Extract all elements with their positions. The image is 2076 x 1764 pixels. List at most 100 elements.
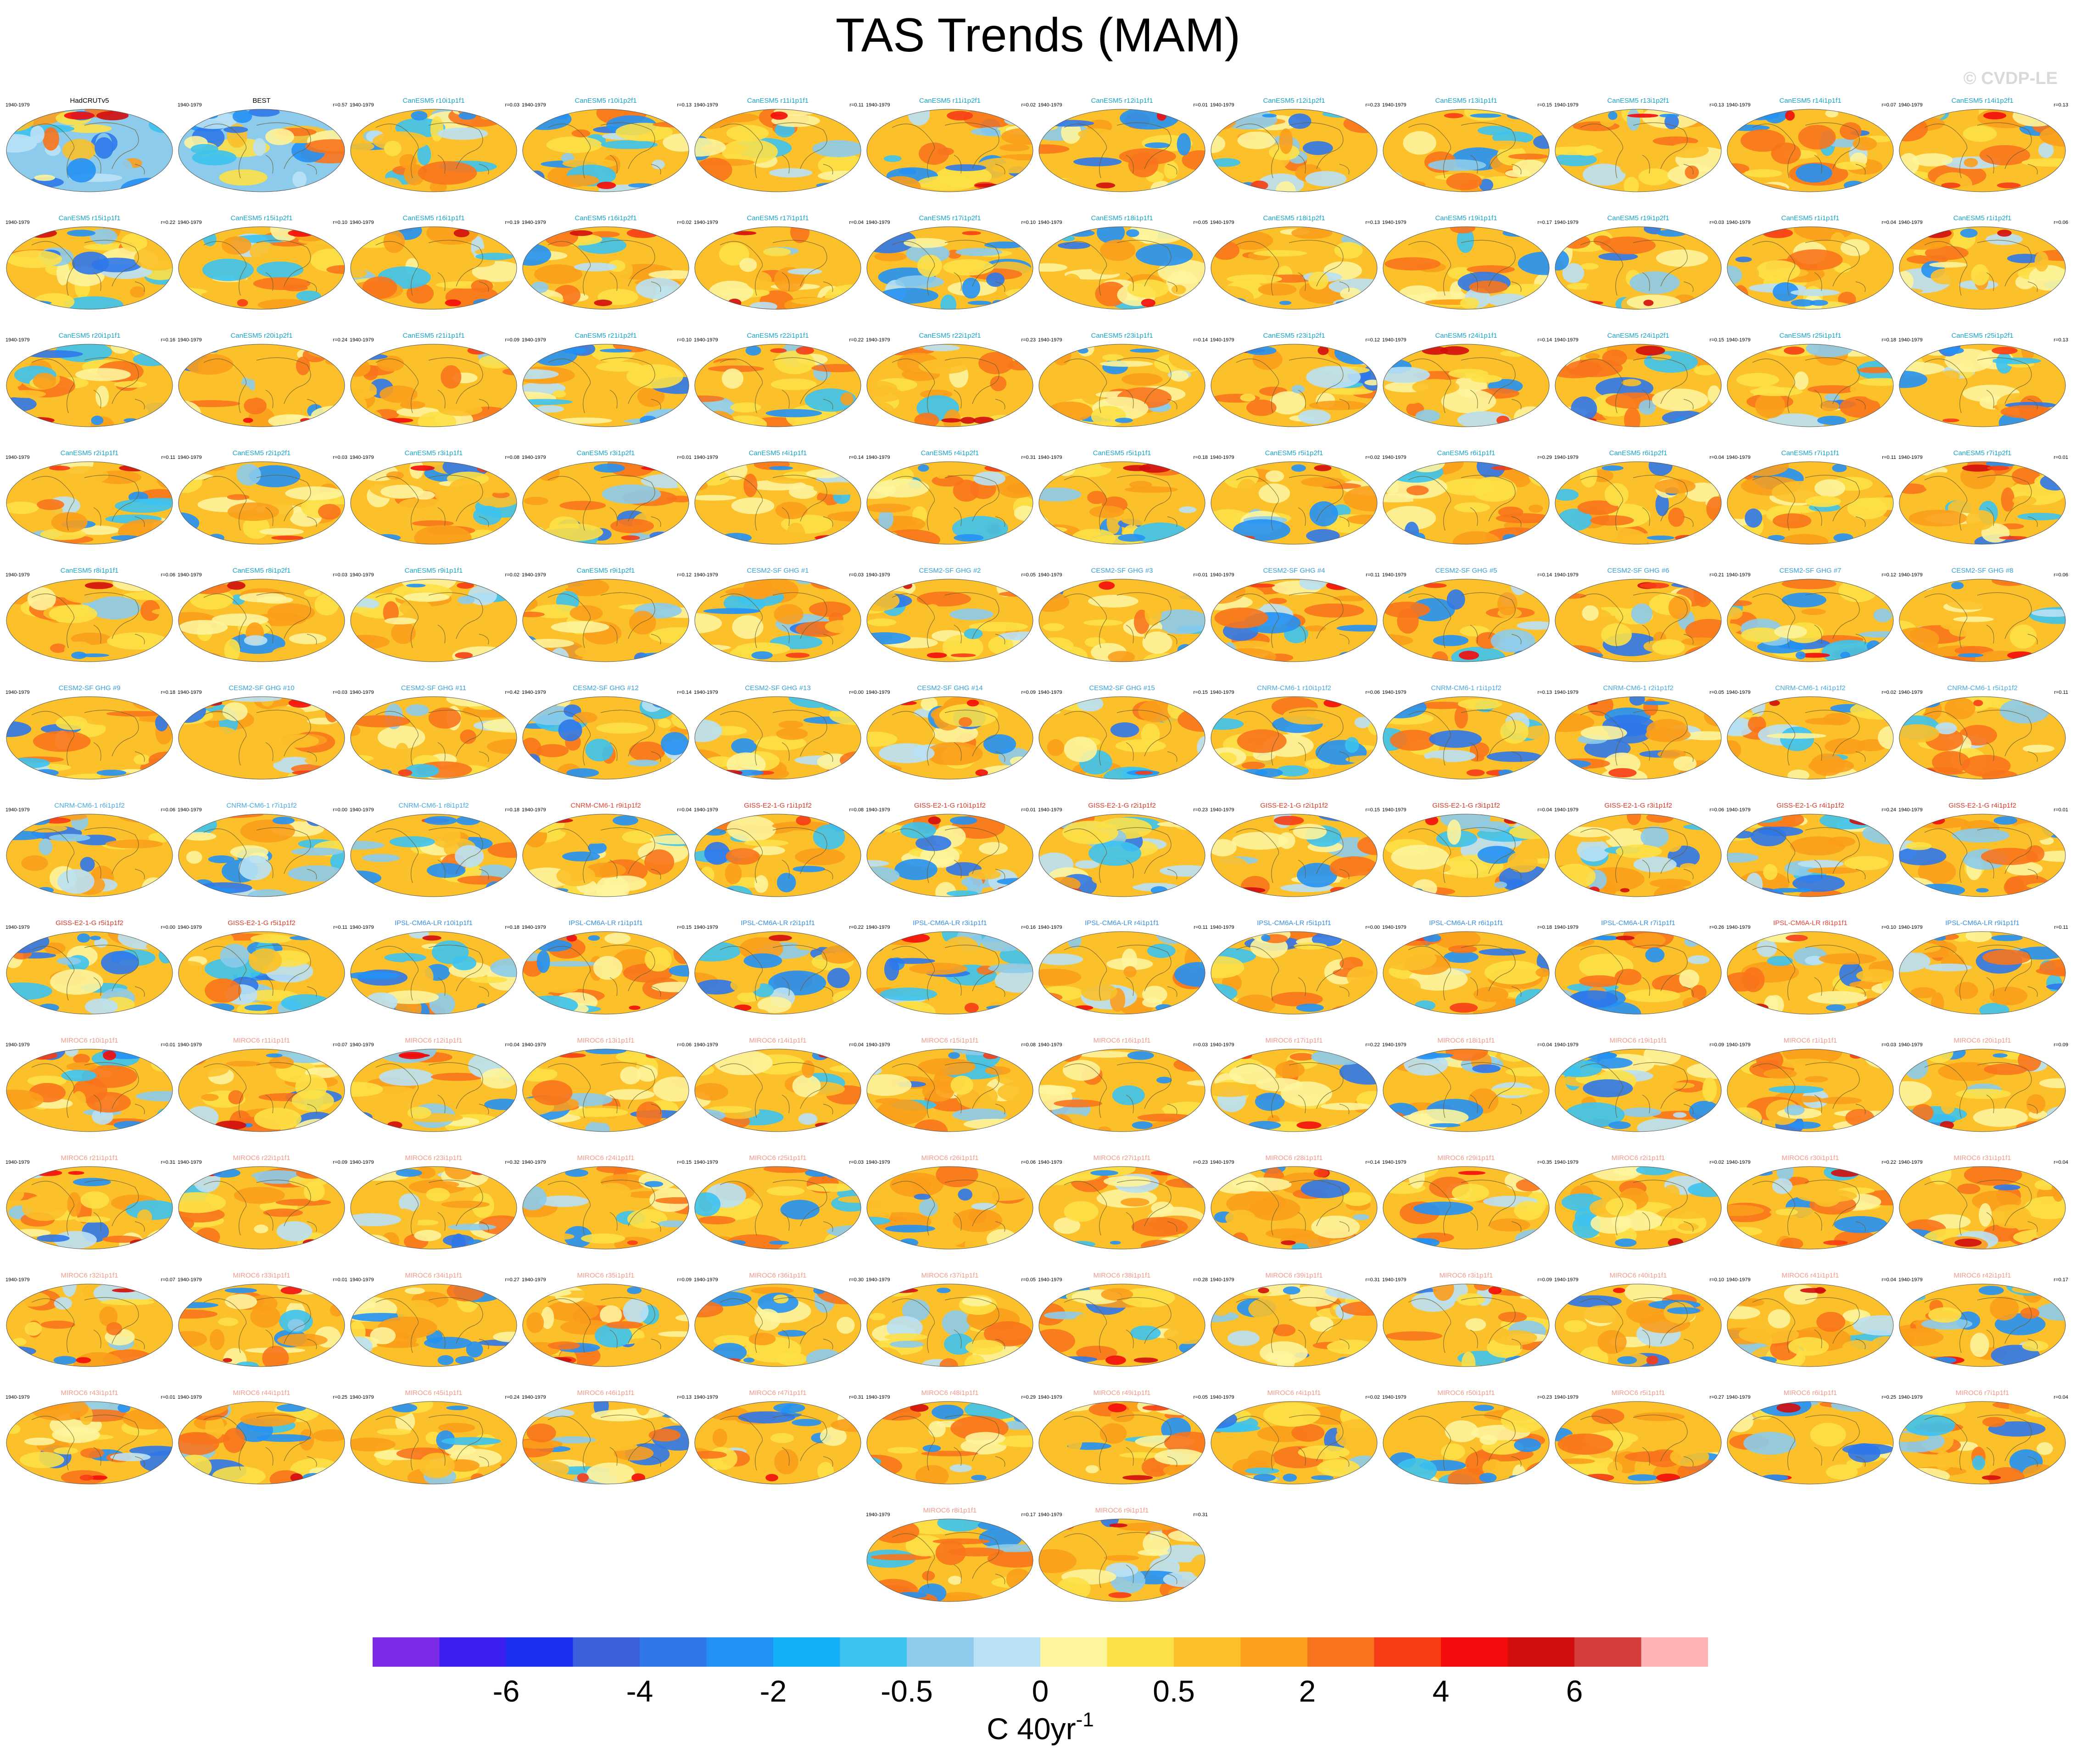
- map-panel: 1940-1979 CanESM5 r8i1p2f1 r=0.03: [178, 567, 347, 662]
- panel-period: 1940-1979: [694, 455, 718, 460]
- panel-title: CanESM5 r15i1p1f1: [58, 214, 120, 222]
- map-panel: 1940-1979 GISS-E2-1-G r2i1p1f2 r=0.23: [1038, 802, 1208, 897]
- panel-title: CanESM5 r18i1p1f1: [1091, 214, 1153, 222]
- panel-title: CanESM5 r17i1p1f1: [747, 214, 809, 222]
- panel-correlation: r=0.06: [1021, 1160, 1036, 1165]
- map-panel: 1940-1979 MIROC6 r37i1p1f1 r=0.05: [866, 1272, 1036, 1367]
- map-panel: 1940-1979 CanESM5 r11i1p2f1 r=0.02: [866, 97, 1036, 192]
- panel-correlation: r=0.23: [1194, 807, 1208, 813]
- panel-correlation: r=0.13: [2054, 102, 2069, 108]
- panel-correlation: r=0.18: [505, 925, 520, 930]
- map-panel: 1940-1979 MIROC6 r39i1p1f1 r=0.31: [1210, 1272, 1380, 1367]
- map-panel: 1940-1979 CanESM5 r6i1p1f1 r=0.29: [1382, 449, 1552, 545]
- panel-period: 1940-1979: [1554, 1042, 1579, 1048]
- panel-title: GISS-E2-1-G r4i1p1f2: [1948, 802, 2016, 809]
- panel-period: 1940-1979: [1038, 1277, 1062, 1283]
- panel-period: 1940-1979: [6, 1042, 30, 1048]
- panel-period: 1940-1979: [522, 1160, 546, 1165]
- map-panel: 1940-1979 CESM2-SF GHG #11 r=0.42: [350, 684, 519, 780]
- map-panel: 1940-1979 CanESM5 r4i1p1f1 r=0.14: [694, 449, 864, 545]
- panel-correlation: r=0.08: [849, 807, 864, 813]
- panel-period: 1940-1979: [1038, 102, 1062, 108]
- map-panel: 1940-1979 MIROC6 r21i1p1f1 r=0.31: [6, 1154, 176, 1250]
- panel-period: 1940-1979: [1726, 1277, 1751, 1283]
- panel-period: 1940-1979: [522, 1277, 546, 1283]
- panel-correlation: r=0.14: [677, 690, 692, 695]
- panel-title: CESM2-SF GHG #5: [1435, 567, 1497, 575]
- map-panel: 1940-1979 CESM2-SF GHG #4 r=0.11: [1210, 567, 1380, 662]
- map-panel: 1940-1979 MIROC6 r4i1p1f1 r=0.02: [1210, 1389, 1380, 1485]
- map-panel: 1940-1979 CanESM5 r15i1p1f1 r=0.22: [6, 214, 175, 310]
- panel-title: HadCRUTv5: [70, 97, 109, 105]
- map-panel: 1940-1979 CanESM5 r4i1p2f1 r=0.31: [866, 449, 1036, 545]
- colorbar-tick-label: -2: [760, 1674, 787, 1708]
- panel-correlation: r=0.05: [1710, 690, 1724, 695]
- panel-correlation: r=0.04: [849, 220, 864, 225]
- panel-correlation: r=0.31: [161, 1160, 176, 1165]
- map-panel: 1940-1979 CNRM-CM6-1 r10i1p1f2 r=0.06: [1210, 684, 1380, 780]
- panel-period: 1940-1979: [6, 1160, 30, 1165]
- panel-correlation: r=0.03: [1882, 1042, 1897, 1048]
- panel-correlation: r=0.03: [849, 572, 864, 578]
- map-panel: 1940-1979 CanESM5 r11i1p1f1 r=0.11: [694, 97, 864, 192]
- panel-period: 1940-1979: [1726, 572, 1751, 578]
- map-panel: 1940-1979 CESM2-SF GHG #2 r=0.05: [866, 567, 1036, 662]
- colorbar-box: [773, 1637, 840, 1667]
- panel-title: CanESM5 r5i1p2f1: [1265, 449, 1323, 457]
- panel-correlation: r=0.02: [1710, 1160, 1724, 1165]
- panel-title: MIROC6 r34i1p1f1: [405, 1272, 462, 1279]
- panel-title: GISS-E2-1-G r2i1p1f2: [1260, 802, 1328, 809]
- colorbar-tick-label: -0.5: [881, 1674, 933, 1708]
- map-panel: 1940-1979 MIROC6 r13i1p1f1 r=0.06: [522, 1037, 692, 1132]
- panel-period: 1940-1979: [6, 337, 30, 343]
- panel-title: CanESM5 r7i1p1f1: [1781, 449, 1840, 457]
- panel-title: CanESM5 r1i1p2f1: [1953, 214, 2012, 222]
- panel-title: MIROC6 r9i1p1f1: [1095, 1507, 1149, 1514]
- panel-title: CNRM-CM6-1 r4i1p1f2: [1775, 684, 1845, 692]
- panel-period: 1940-1979: [1554, 807, 1579, 813]
- panel-correlation: r=0.03: [333, 690, 348, 695]
- panel-period: 1940-1979: [1038, 1512, 1062, 1518]
- colorbar-tick-label: -6: [493, 1674, 520, 1708]
- colorbar-box: [840, 1637, 907, 1667]
- panel-correlation: r=0.12: [1882, 572, 1897, 578]
- colorbar-tick-label: 4: [1433, 1674, 1450, 1708]
- colorbar-box: [973, 1637, 1040, 1667]
- panel-period: 1940-1979: [866, 925, 890, 930]
- panel-title: MIROC6 r25i1p1f1: [749, 1154, 806, 1162]
- map-panel: 1940-1979 MIROC6 r47i1p1f1 r=0.31: [694, 1389, 864, 1485]
- panel-title: CanESM5 r1i1p1f1: [1781, 214, 1840, 222]
- panel-title: MIROC6 r15i1p1f1: [921, 1037, 978, 1044]
- panel-period: 1940-1979: [522, 455, 546, 460]
- panel-correlation: r=0.02: [1366, 455, 1380, 460]
- map-panel: 1940-1979 CanESM5 r9i1p1f1 r=0.02: [350, 567, 520, 662]
- panel-correlation: r=0.06: [161, 807, 176, 813]
- panel-correlation: r=0.01: [2054, 455, 2069, 460]
- map-panel: 1940-1979 MIROC6 r22i1p1f1 r=0.09: [178, 1154, 347, 1250]
- colorbar-tick-label: 0.5: [1153, 1674, 1195, 1708]
- panel-title: MIROC6 r46i1p1f1: [577, 1389, 634, 1397]
- panel-title: MIROC6 r18i1p1f1: [1437, 1037, 1495, 1044]
- panel-period: 1940-1979: [1382, 1395, 1406, 1400]
- map-panel: 1940-1979 CanESM5 r15i1p2f1 r=0.10: [178, 214, 347, 310]
- panel-correlation: r=0.27: [505, 1277, 520, 1283]
- panel-title: MIROC6 r39i1p1f1: [1265, 1272, 1323, 1279]
- map-panel: 1940-1979 MIROC6 r17i1p1f1 r=0.22: [1210, 1037, 1380, 1132]
- panel-correlation: r=0.01: [2054, 807, 2069, 813]
- panel-title: MIROC6 r13i1p1f1: [577, 1037, 634, 1044]
- map-panel: 1940-1979 CanESM5 r2i1p1f1 r=0.11: [6, 449, 175, 545]
- map-panel: 1940-1979 CanESM5 r7i1p1f1 r=0.11: [1726, 449, 1896, 545]
- panel-correlation: r=0.32: [505, 1160, 520, 1165]
- map-panel: 1940-1979 CanESM5 r6i1p2f1 r=0.04: [1554, 449, 1724, 545]
- panel-correlation: r=0.02: [505, 572, 520, 578]
- panel-period: 1940-1979: [6, 102, 30, 108]
- panel-title: CNRM-CM6-1 r10i1p1f2: [1257, 684, 1331, 692]
- panel-title: MIROC6 r47i1p1f1: [749, 1389, 806, 1397]
- map-panel: 1940-1979 CESM2-SF GHG #6 r=0.21: [1554, 567, 1724, 662]
- panel-correlation: r=0.09: [1710, 1042, 1724, 1048]
- panel-period: 1940-1979: [1210, 925, 1234, 930]
- map-panel: 1940-1979 GISS-E2-1-G r2i1p1f2 r=0.15: [1210, 802, 1380, 897]
- panel-period: 1940-1979: [1898, 925, 1923, 930]
- panel-correlation: r=0.14: [1538, 337, 1552, 343]
- panel-correlation: r=0.03: [333, 455, 348, 460]
